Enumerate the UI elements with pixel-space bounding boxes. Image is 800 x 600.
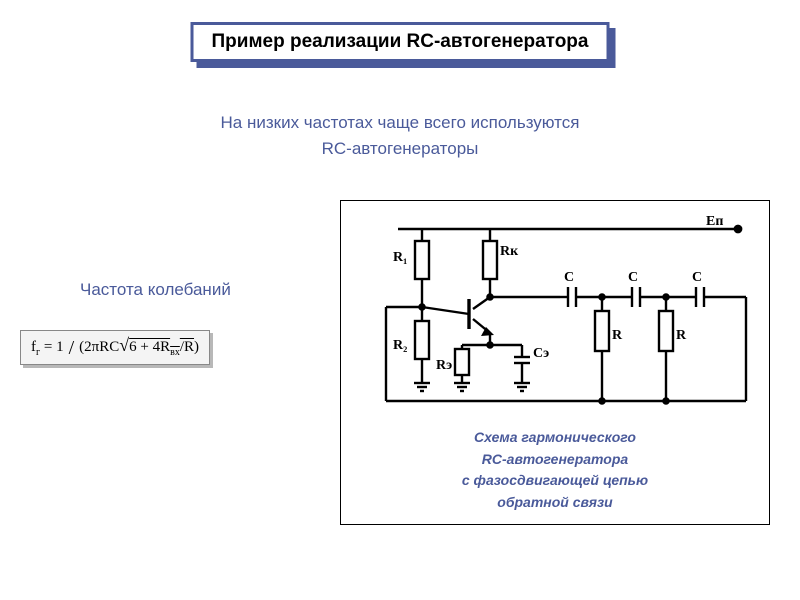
- formula-term2-sub: вх: [170, 347, 180, 358]
- svg-text:R₂: R₂: [393, 338, 407, 353]
- svg-text:Eп: Eп: [706, 214, 723, 229]
- svg-text:R: R: [612, 328, 623, 343]
- formula-term2a: 6 + 4R: [129, 339, 170, 355]
- title-container: Пример реализации RC-автогенератора: [191, 22, 610, 62]
- svg-text:Rэ: Rэ: [436, 358, 452, 373]
- svg-text:R₁: R₁: [393, 250, 407, 265]
- circuit-schematic: Eп R₁ Rк: [350, 211, 760, 421]
- circuit-container: Eп R₁ Rк: [340, 200, 770, 525]
- svg-text:C: C: [628, 270, 638, 285]
- subtitle: На низких частотах чаще всего используют…: [0, 110, 800, 161]
- caption-line-4: обратной связи: [497, 494, 612, 510]
- formula-term2b: /R: [180, 339, 194, 355]
- circuit-caption: Схема гармонического RC-автогенератора с…: [349, 427, 761, 514]
- subtitle-line-1: На низких частотах чаще всего используют…: [221, 113, 580, 132]
- svg-text:Rк: Rк: [500, 244, 519, 259]
- page-title: Пример реализации RC-автогенератора: [191, 22, 610, 62]
- svg-text:C: C: [564, 270, 574, 285]
- formula-term1: 2πRC: [84, 339, 119, 355]
- svg-text:C: C: [692, 270, 702, 285]
- subtitle-line-2: RC-автогенераторы: [322, 139, 479, 158]
- svg-text:Cэ: Cэ: [533, 346, 549, 361]
- caption-line-2: RC-автогенератора: [482, 451, 628, 467]
- formula-root: √: [119, 335, 129, 355]
- svg-text:R: R: [676, 328, 687, 343]
- frequency-label: Частота колебаний: [80, 280, 231, 300]
- formula-eq: = 1: [40, 339, 63, 355]
- formula-container: fг = 1 / (2πRC√6 + 4Rвх/R): [20, 330, 210, 365]
- caption-line-3: с фазосдвигающей цепью: [462, 472, 648, 488]
- formula-div: /: [64, 337, 80, 359]
- caption-line-1: Схема гармонического: [474, 429, 636, 445]
- formula-radicand: 6 + 4Rвх/R: [129, 339, 194, 355]
- formula: fг = 1 / (2πRC√6 + 4Rвх/R): [20, 330, 210, 365]
